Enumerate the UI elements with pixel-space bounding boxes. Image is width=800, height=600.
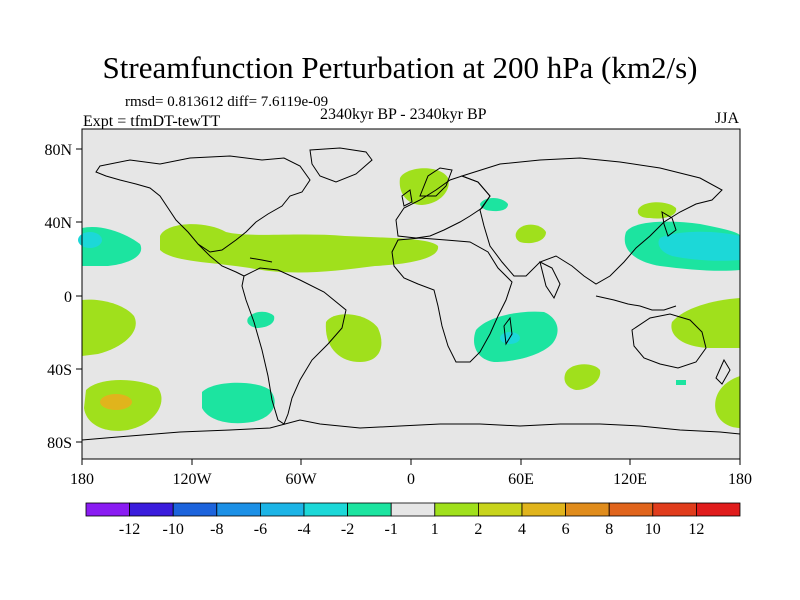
colorbar-box <box>652 502 697 517</box>
coastline-central-america <box>197 243 245 277</box>
colorbar-box <box>259 502 305 517</box>
lon-label: 180 <box>728 471 752 488</box>
contour-region-pos-7 <box>564 364 601 390</box>
coastline-caribbean <box>249 257 273 263</box>
lat-label: 80S <box>47 435 72 452</box>
colorbar-label: -8 <box>210 521 223 538</box>
colorbar-box <box>565 502 610 517</box>
lon-label: 0 <box>407 471 415 488</box>
longitude-axis: 180 120W 60W 0 60E 120E 180 <box>70 459 752 488</box>
colorbar-label: -10 <box>163 521 184 538</box>
lon-label: 60E <box>508 471 534 488</box>
colorbar-label: 6 <box>562 521 570 538</box>
coastline-asia <box>460 157 723 285</box>
coastline-indonesia <box>595 295 677 311</box>
coastline-north-america <box>95 155 311 253</box>
colorbar <box>85 502 741 517</box>
colorbar-box <box>477 502 523 517</box>
lon-label: 180 <box>70 471 94 488</box>
colorbar-label: -1 <box>385 521 398 538</box>
lat-label: 0 <box>64 289 72 306</box>
colorbar-box <box>172 502 218 517</box>
colorbar-labels: -12 -10 -8 -6 -4 -2 -1 1 2 4 6 8 10 12 <box>119 521 704 538</box>
colorbar-label: 4 <box>518 521 526 538</box>
contour-region-neg-core-2 <box>658 231 740 261</box>
coastline-new-zealand <box>715 358 731 385</box>
coastline-south-america <box>241 267 347 425</box>
stats-text: rmsd= 0.813612 diff= 7.6119e-09 <box>125 94 329 110</box>
contour-region-neg-7 <box>676 380 686 385</box>
colorbar-label: -4 <box>297 521 310 538</box>
contour-region-neg-5 <box>247 311 275 328</box>
colorbar-box <box>434 502 479 517</box>
coastline-africa <box>391 237 513 363</box>
colorbar-label: -12 <box>119 521 140 538</box>
contour-region-neg-6 <box>202 382 275 424</box>
colorbar-label: 8 <box>605 521 613 538</box>
contour-region-pos-6 <box>325 314 382 362</box>
lat-label: 40S <box>47 362 72 379</box>
experiment-text: Expt = tfmDT-tewTT <box>83 113 221 130</box>
contour-region-pos-core <box>100 394 132 410</box>
lat-label: 80N <box>44 142 72 159</box>
colorbar-box <box>521 502 566 517</box>
coastlines <box>81 147 741 441</box>
season-label: JJA <box>715 110 740 127</box>
colorbar-box <box>303 502 348 517</box>
latitude-axis: 80N 40N 0 40S 80S <box>44 142 82 452</box>
colorbar-label: -6 <box>254 521 267 538</box>
contour-region-pos-10 <box>715 376 740 428</box>
lon-label: 120E <box>613 471 647 488</box>
contour-region-pos-1 <box>160 224 439 273</box>
coastline-scandinavia <box>419 167 453 197</box>
colorbar-label: 12 <box>688 521 704 538</box>
lon-label: 120W <box>172 471 212 488</box>
lat-label: 40N <box>44 215 72 232</box>
coastline-greenland <box>309 147 373 183</box>
colorbar-box <box>216 502 261 517</box>
coastline-australia <box>631 313 707 369</box>
map-title: Streamfunction Perturbation at 200 hPa (… <box>102 50 698 85</box>
colorbar-label: 1 <box>431 521 439 538</box>
contour-region-neg-core-1 <box>78 232 102 248</box>
colorbar-box <box>696 502 741 517</box>
contour-region-pos-8 <box>671 298 740 348</box>
contour-region-pos-3 <box>515 224 546 244</box>
colorbar-box <box>347 502 392 517</box>
period-text: 2340kyr BP - 2340kyr BP <box>320 106 487 123</box>
coastline-india <box>539 261 561 300</box>
coastline-madagascar <box>503 316 513 346</box>
colorbar-label: -2 <box>341 521 354 538</box>
colorbar-box <box>608 502 654 517</box>
contour-region-pos-5 <box>82 299 136 356</box>
coastline-british-isles <box>401 189 413 207</box>
coastline-japan <box>661 211 677 237</box>
colorbar-box <box>85 502 130 517</box>
lon-label: 60W <box>285 471 317 488</box>
colorbar-box <box>129 502 174 517</box>
colorbar-box <box>390 502 436 517</box>
colorbar-label: 10 <box>645 521 661 538</box>
coastline-antarctica <box>81 419 741 441</box>
contour-regions <box>78 168 740 431</box>
colorbar-label: 2 <box>474 521 482 538</box>
